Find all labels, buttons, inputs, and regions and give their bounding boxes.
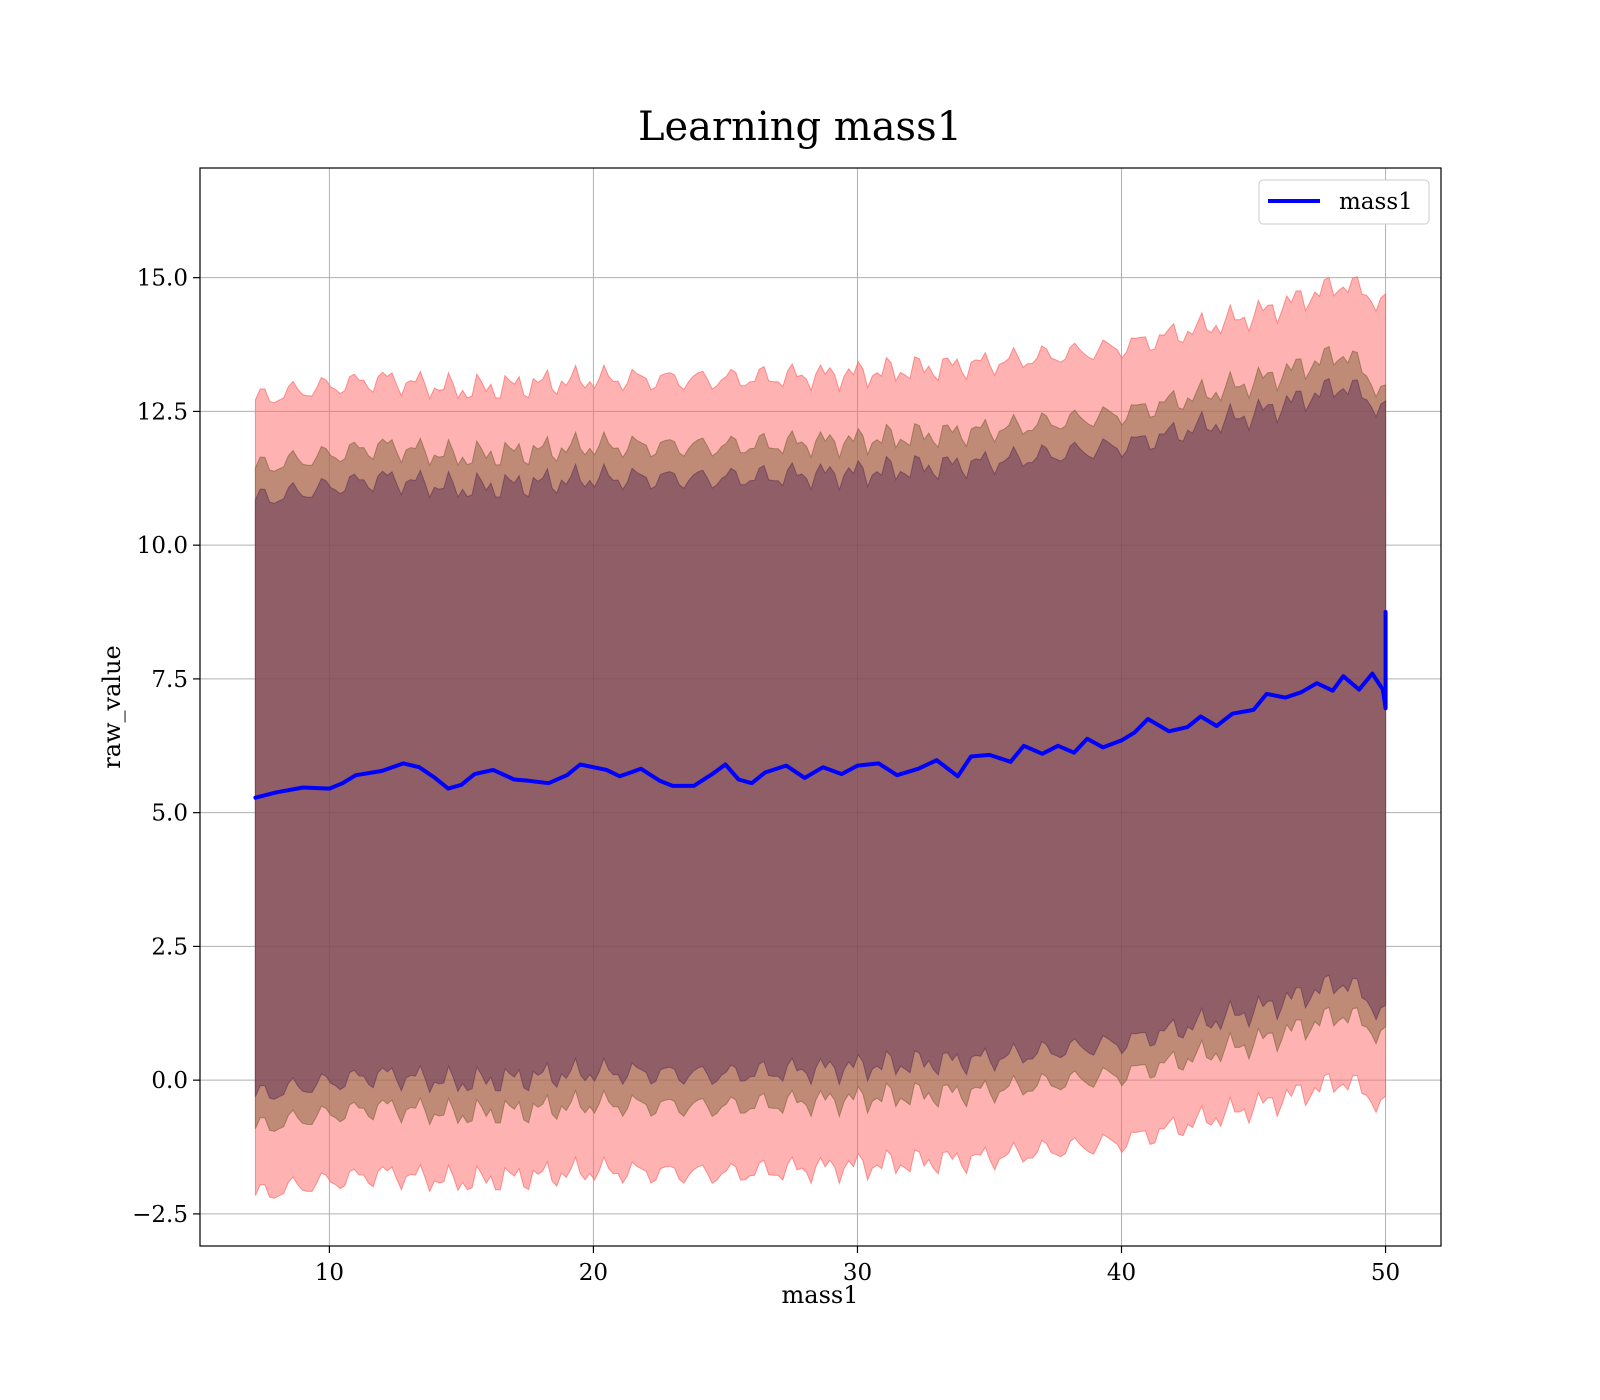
legend-box [1258,179,1430,225]
y-tick-label: 2.5 [151,934,188,960]
y-tick-label: 10.0 [137,533,188,559]
series-lines [253,610,1388,800]
x-tick-label: 20 [579,1260,608,1286]
chart-title: Learning mass1 [638,104,962,150]
confidence-bands [254,276,1387,1199]
x-tick-label: 10 [315,1260,344,1286]
legend: mass1 [1258,179,1430,225]
x-tick-label: 40 [1107,1260,1136,1286]
x-tick-label: 50 [1371,1260,1400,1286]
y-tick-label: 7.5 [151,667,188,693]
x-axis-label: mass1 [782,1281,859,1309]
y-tick-label: −2.5 [132,1202,188,1228]
axis-ticks: 10 20 30 40 50 −2.5 0.0 2.5 5.0 7.5 10.0 12.5 15.0 [132,266,1400,1286]
legend-label-mass1: mass1 [1339,189,1413,215]
y-axis-label: raw_value [98,645,126,769]
plot-frame [199,167,1442,1247]
y-tick-label: 5.0 [151,801,188,827]
series-line-mass1 [253,610,1388,800]
x-tick-label: 30 [843,1260,872,1286]
y-tick-label: 12.5 [137,399,188,425]
y-tick-label: 0.0 [151,1068,188,1094]
confidence-band-3 [254,377,1387,1100]
y-tick-label: 15.0 [137,266,188,292]
